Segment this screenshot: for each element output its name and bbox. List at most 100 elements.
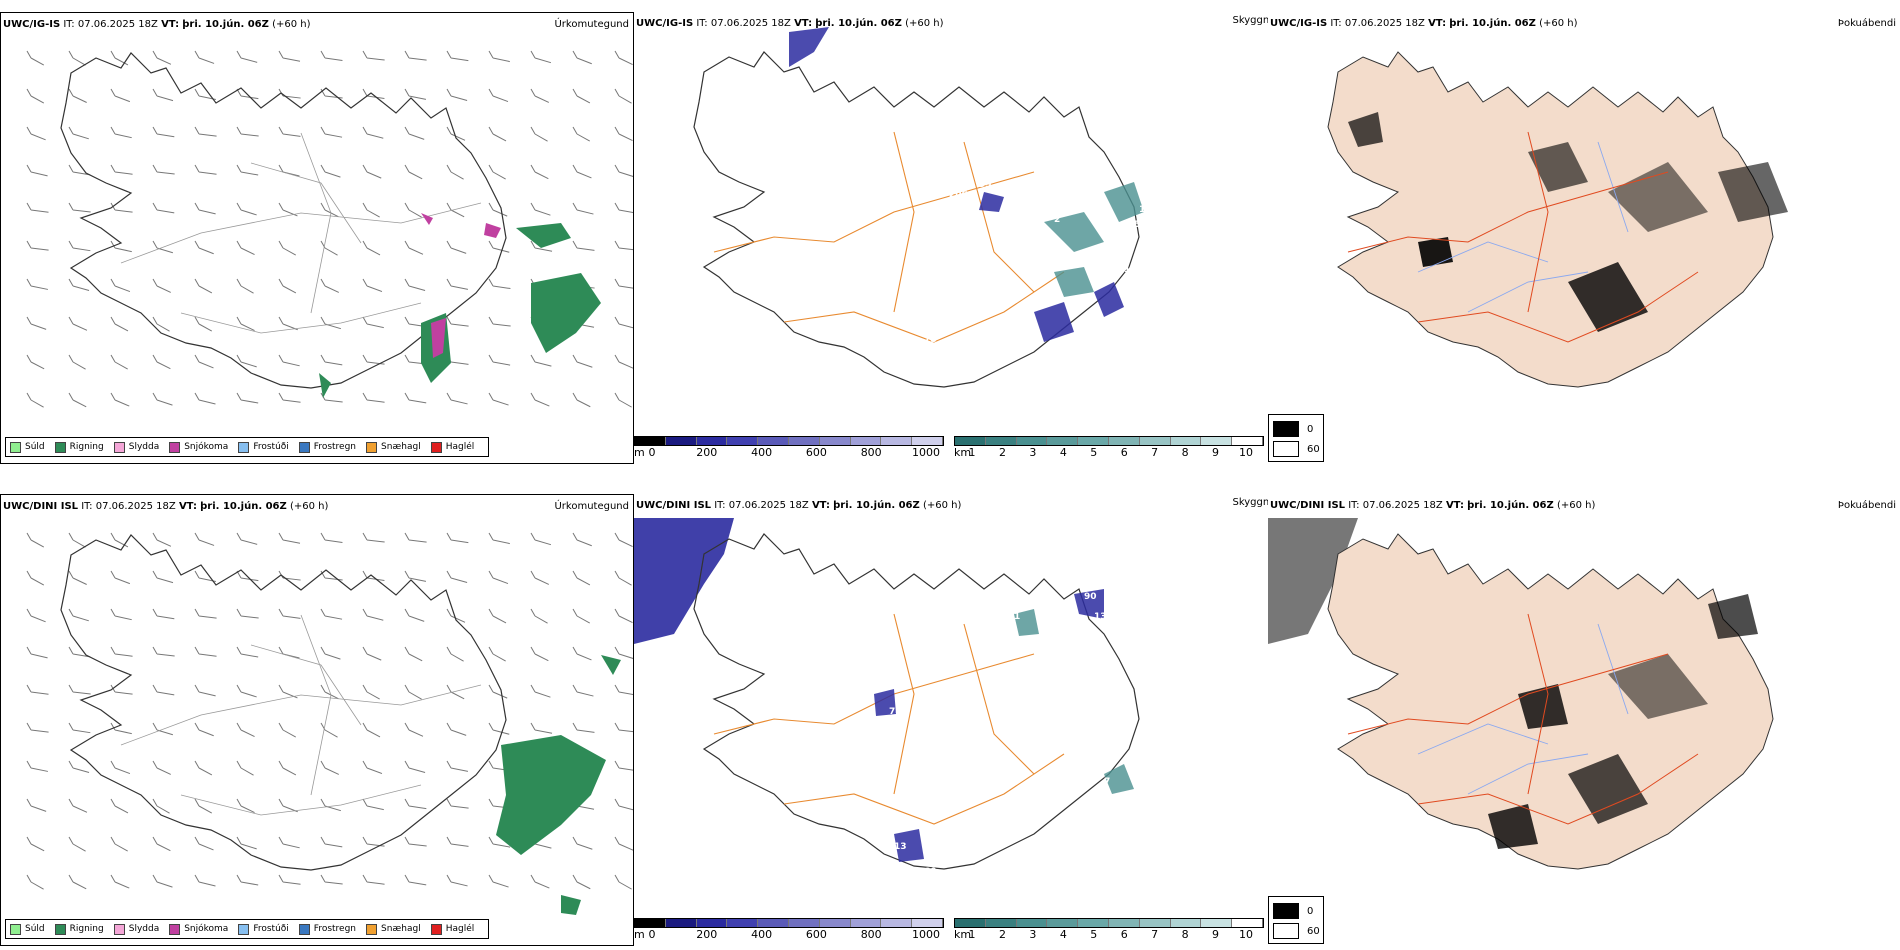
- visibility-title-1: Skyggni: [1232, 15, 1268, 26]
- wind-barb: [194, 646, 217, 657]
- wind-barb: [614, 874, 632, 890]
- wind-barb: [152, 126, 175, 138]
- precip-type-legend: Súld Rigning Slydda Snjókoma Frostúði Fr…: [5, 919, 490, 939]
- wind-barb: [362, 608, 384, 621]
- wind-barb: [68, 202, 91, 213]
- wind-barb: [152, 88, 174, 102]
- wind-barb: [488, 684, 508, 699]
- wind-barb: [110, 874, 130, 889]
- wind-barb: [194, 798, 213, 814]
- wind-barb: [236, 532, 258, 545]
- fog-legend-1: 0 60: [1268, 414, 1324, 462]
- fog-sea: [1268, 518, 1358, 644]
- colorbar-unit: m: [634, 928, 645, 941]
- legend-item: Frostúði: [238, 923, 289, 935]
- wind-barb: [530, 532, 552, 546]
- wind-barb: [446, 608, 466, 623]
- wind-barb: [362, 722, 381, 738]
- visibility-value-label: 99: [979, 180, 992, 190]
- colorbar-tick: 400: [751, 928, 773, 941]
- wind-barb: [362, 646, 382, 661]
- wind-barb: [26, 202, 49, 213]
- visibility-value-label: 100: [799, 527, 818, 537]
- wind-barb: [404, 722, 424, 737]
- wind-barb: [26, 608, 46, 623]
- legend-item: Haglél: [430, 923, 474, 935]
- colorbar-tick: 8: [1181, 446, 1189, 459]
- visibility-map-1: 82 75 207 206 99 5 124 53 109 204 189 1 78 72 17 2: [693, 27, 1173, 388]
- wind-barb: [530, 722, 553, 734]
- wind-barb: [278, 354, 300, 367]
- visibility-value-label: 109: [1154, 190, 1173, 200]
- wind-barb: [278, 126, 301, 137]
- colorbar-swatches: [954, 436, 1264, 446]
- wind-barb: [488, 532, 510, 545]
- wind-barb: [110, 126, 132, 139]
- wind-barb: [320, 354, 343, 366]
- wind-barb: [68, 570, 87, 585]
- wind-barb: [26, 354, 45, 370]
- wind-barb: [278, 278, 297, 294]
- wind-barb: [68, 760, 90, 774]
- wind-barb: [404, 836, 427, 847]
- visibility-value-label: 105: [749, 592, 768, 602]
- wind-barb: [446, 874, 468, 887]
- wind-barb: [530, 50, 552, 64]
- wind-barb: [194, 50, 215, 64]
- legend-item: Snæhagl: [366, 923, 421, 935]
- visibility-title-2: Skyggni: [1232, 497, 1268, 508]
- wind-barb: [236, 278, 254, 294]
- wind-barb: [278, 684, 298, 699]
- visibility-value-label: 130: [1094, 612, 1113, 622]
- wind-barb: [152, 836, 171, 852]
- visibility-value-label: 90: [1084, 592, 1097, 602]
- wind-barb: [362, 202, 380, 218]
- colorbar-swatches: [634, 918, 944, 928]
- colorbar-tick: 4: [1059, 928, 1067, 941]
- wind-barb: [446, 684, 465, 700]
- wind-barb: [26, 760, 49, 772]
- wind-barb: [404, 126, 425, 140]
- wind-barb: [530, 570, 550, 585]
- wind-barb: [236, 570, 259, 582]
- wind-barb: [26, 836, 45, 852]
- wind-barb: [488, 608, 507, 624]
- wind-barb: [68, 392, 87, 408]
- wind-barb: [320, 722, 338, 738]
- wind-barb: [236, 874, 259, 886]
- legend-item: Snjókoma: [169, 441, 228, 453]
- wind-barb: [488, 50, 510, 63]
- legend-item: Frostregn: [298, 923, 356, 935]
- colorbar-tick: 3: [1029, 446, 1037, 459]
- wind-barb: [26, 88, 45, 104]
- wind-barb: [68, 354, 86, 370]
- wind-barb: [152, 50, 172, 65]
- colorbar-tick: 9: [1212, 928, 1220, 941]
- visibility-value-label: 7: [1104, 777, 1110, 787]
- wind-barb: [488, 316, 511, 327]
- wind-barb: [278, 646, 300, 659]
- visibility-labels: 82 75 207 206 99 5 124 53 109 204 189 1 78 72 17 2: [764, 45, 1173, 370]
- wind-barb: [194, 836, 214, 851]
- wind-barb: [26, 570, 45, 586]
- wind-barb: [572, 202, 594, 215]
- wind-barb: [110, 798, 129, 814]
- wind-barb: [278, 798, 298, 813]
- wind-barb: [110, 88, 131, 103]
- legend-item: Rigning: [54, 441, 104, 453]
- wind-barb: [530, 684, 551, 698]
- visibility-value-label: 17: [914, 350, 927, 360]
- wind-barb: [194, 760, 213, 776]
- wind-barb: [152, 278, 171, 293]
- wind-barb: [572, 532, 592, 547]
- wind-barb: [68, 646, 91, 658]
- rivers: [1417, 623, 1629, 795]
- visibility-value-label: 78: [924, 335, 937, 345]
- low-cloud-sea: [634, 518, 734, 644]
- iceland-outline: [693, 533, 1140, 870]
- wind-barb: [278, 532, 301, 544]
- wind-barb: [194, 202, 216, 215]
- wind-barb: [320, 836, 343, 848]
- wind-barb: [488, 126, 507, 142]
- legend-item: Slydda: [113, 923, 159, 935]
